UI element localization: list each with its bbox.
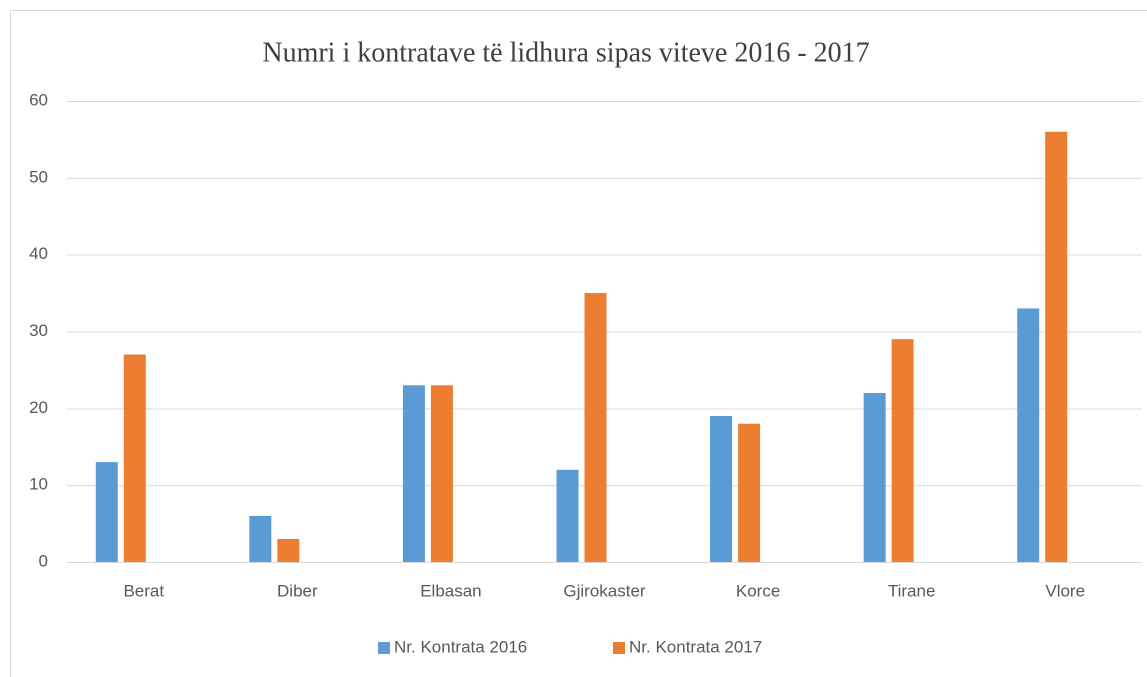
x-tick-label: Korce (736, 581, 780, 600)
bar (402, 385, 425, 562)
x-tick-label: Elbasan (420, 581, 481, 600)
y-tick-label: 30 (29, 321, 48, 340)
y-tick-label: 20 (29, 398, 48, 417)
bar (1017, 308, 1040, 562)
bar (738, 423, 761, 562)
bar (863, 392, 886, 562)
bar (584, 293, 607, 562)
y-tick-label: 40 (29, 244, 48, 263)
legend-label: Nr. Kontrata 2017 (629, 637, 762, 656)
chart-frame (10, 10, 1147, 677)
bar (891, 339, 914, 562)
x-tick-label: Diber (277, 581, 318, 600)
x-tick-label: Tirane (888, 581, 936, 600)
bar (430, 385, 453, 562)
x-tick-label: Gjirokaster (563, 581, 646, 600)
chart-title: Numri i kontratave të lidhura sipas vite… (262, 37, 869, 68)
bar (556, 469, 579, 562)
bar (277, 538, 300, 562)
legend-swatch (613, 642, 625, 654)
bar (123, 354, 146, 562)
bar (710, 416, 733, 562)
x-tick-label: Vlore (1045, 581, 1085, 600)
y-tick-label: 10 (29, 475, 48, 494)
bar (95, 462, 118, 562)
y-tick-label: 60 (29, 90, 48, 109)
y-tick-label: 0 (39, 551, 48, 570)
legend-swatch (378, 642, 390, 654)
bar (249, 515, 272, 562)
x-tick-label: Berat (123, 581, 164, 600)
bar (1045, 131, 1068, 562)
y-tick-label: 50 (29, 167, 48, 186)
legend-label: Nr. Kontrata 2016 (394, 637, 527, 656)
